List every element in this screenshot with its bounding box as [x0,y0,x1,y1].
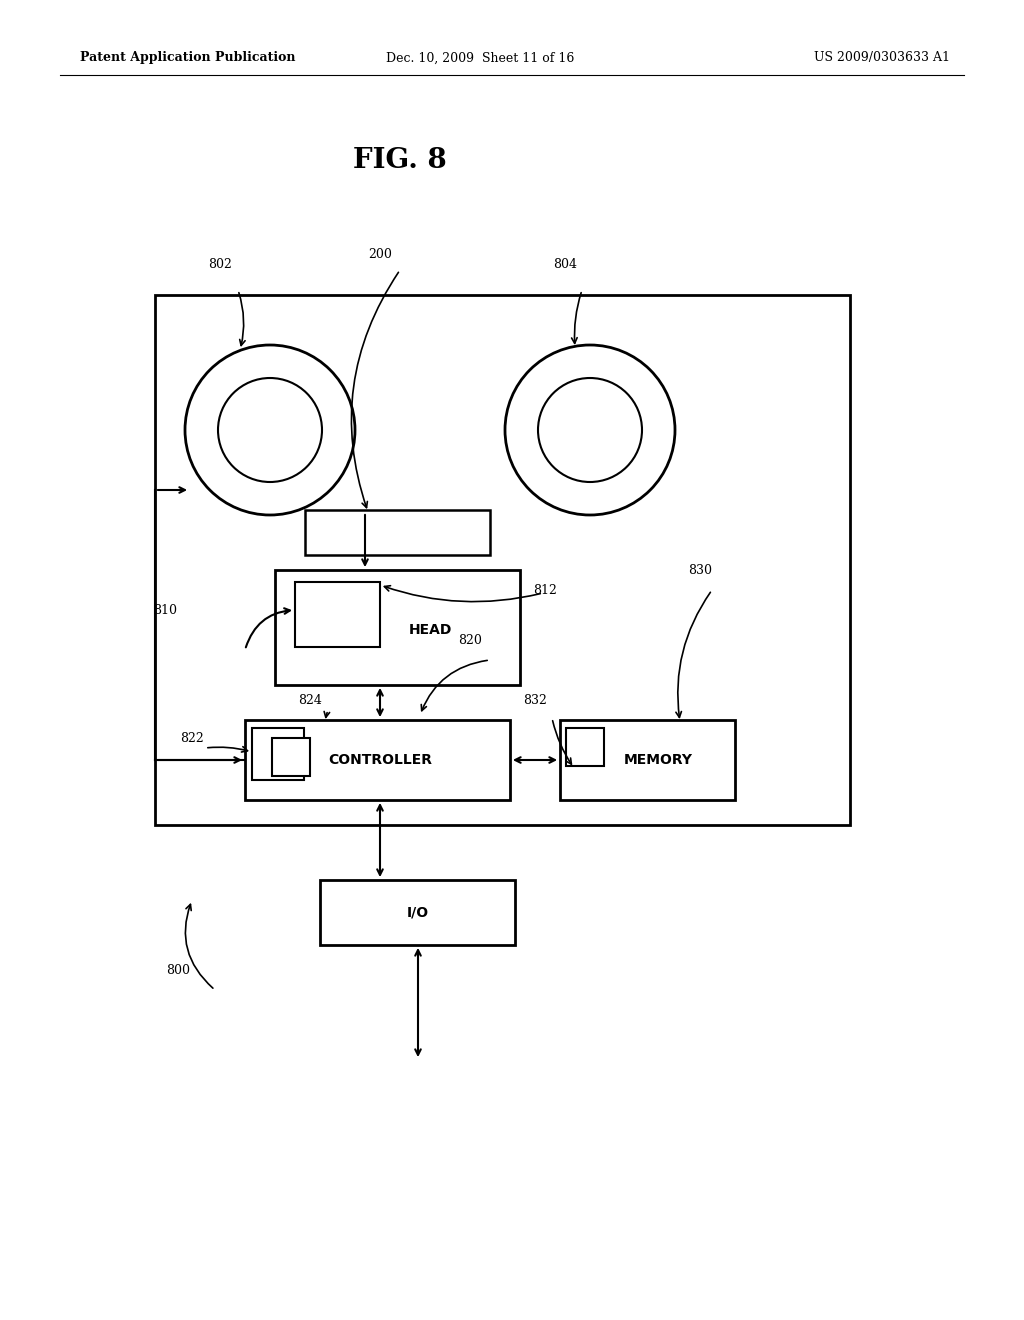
Circle shape [538,378,642,482]
Text: US 2009/0303633 A1: US 2009/0303633 A1 [814,51,950,65]
Text: MEMORY: MEMORY [624,752,692,767]
Bar [295,582,380,647]
Text: 810: 810 [153,603,177,616]
Text: 824: 824 [298,693,322,706]
Text: 820: 820 [458,634,482,647]
Text: I/O: I/O [407,906,429,919]
Circle shape [218,378,322,482]
Bar [155,294,850,825]
Text: 802: 802 [208,259,232,272]
Bar [560,719,735,800]
Text: 800: 800 [166,964,190,977]
Text: 832: 832 [523,693,547,706]
Text: 830: 830 [688,564,712,577]
Text: 200: 200 [368,248,392,261]
Bar [252,729,304,780]
Text: 822: 822 [180,731,204,744]
Bar [305,510,490,554]
Bar [245,719,510,800]
Text: Patent Application Publication: Patent Application Publication [80,51,296,65]
Bar [275,570,520,685]
Text: Dec. 10, 2009  Sheet 11 of 16: Dec. 10, 2009 Sheet 11 of 16 [386,51,574,65]
Text: 812: 812 [534,583,557,597]
Bar [272,738,310,776]
Text: CONTROLLER: CONTROLLER [328,752,432,767]
Circle shape [505,345,675,515]
Text: 804: 804 [553,259,577,272]
Text: FIG. 8: FIG. 8 [353,147,446,173]
Circle shape [185,345,355,515]
Text: HEAD: HEAD [409,623,452,638]
Bar [566,729,604,766]
Bar [319,880,515,945]
